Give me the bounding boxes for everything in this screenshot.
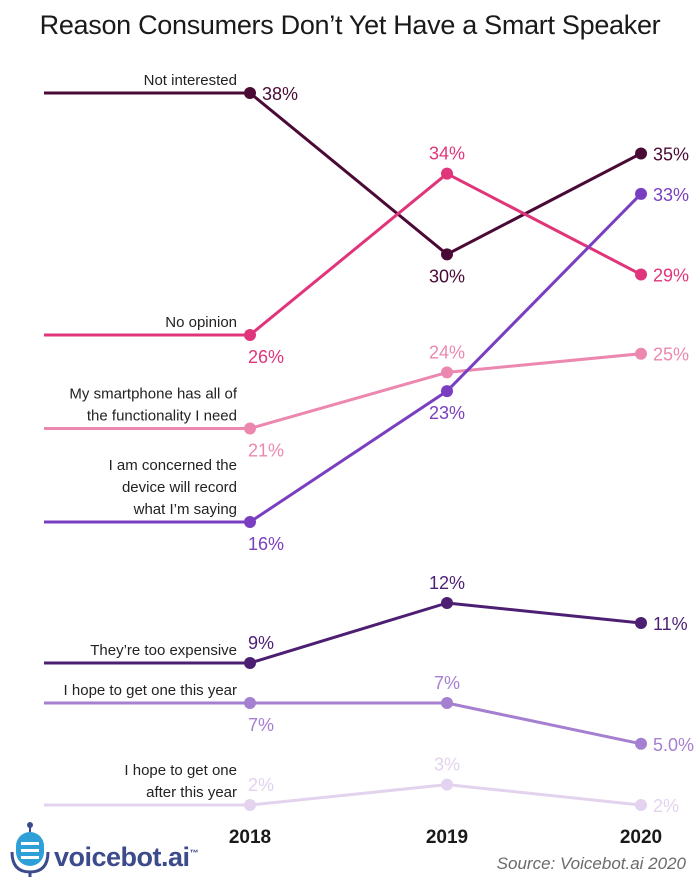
series-label: My smartphone has all of	[69, 386, 237, 403]
microphone-robot-icon	[10, 822, 50, 877]
data-point	[244, 87, 256, 99]
series-6: I hope to get one this year 7% 7% 5.0%	[44, 673, 694, 755]
data-point	[635, 617, 647, 629]
x-axis: 2018 2019 2020	[229, 827, 662, 848]
data-label: 25%	[653, 345, 689, 365]
brand-name: voicebot.ai™	[54, 842, 199, 873]
chart-title: Reason Consumers Don’t Yet Have a Smart …	[39, 10, 661, 40]
data-label: 29%	[653, 266, 689, 286]
brand-trademark: ™	[189, 848, 199, 858]
data-label: 21%	[248, 441, 284, 461]
series-label: I hope to get one this year	[64, 682, 237, 699]
data-label: 16%	[248, 534, 284, 554]
data-label: 2%	[653, 796, 679, 816]
series-line	[250, 701, 642, 746]
series-2: No opinion 26% 34% 29%	[44, 144, 689, 367]
data-point	[441, 385, 453, 398]
data-label: 38%	[262, 84, 298, 104]
data-point	[635, 147, 647, 160]
data-point	[441, 778, 453, 791]
data-point	[441, 697, 453, 709]
data-point	[635, 347, 647, 360]
data-label: 35%	[653, 145, 689, 165]
data-label: 7%	[248, 715, 274, 735]
data-point	[244, 657, 256, 669]
data-label: 9%	[248, 633, 274, 653]
data-point	[244, 799, 256, 811]
series-label: after this year	[146, 784, 237, 801]
data-point	[244, 516, 256, 528]
data-label: 7%	[434, 673, 460, 693]
data-label: 2%	[248, 775, 274, 795]
data-label: 5.0%	[653, 735, 694, 755]
data-label: 3%	[434, 755, 460, 775]
series-label: device will record	[122, 479, 237, 496]
series-label: I am concerned the	[109, 457, 237, 474]
data-label: 33%	[653, 185, 689, 205]
series-label: They’re too expensive	[90, 642, 237, 659]
data-point	[441, 248, 453, 261]
series-label: the functionality I need	[87, 408, 237, 425]
source-note: Source: Voicebot.ai 2020	[496, 854, 686, 873]
series-line	[249, 601, 642, 665]
data-point	[244, 697, 256, 709]
data-label: 11%	[653, 614, 688, 634]
data-label: 26%	[248, 347, 284, 367]
series-label: what I’m saying	[133, 501, 237, 518]
data-label: 34%	[429, 144, 465, 164]
series-label: Not interested	[144, 72, 237, 89]
data-label: 24%	[429, 342, 465, 362]
x-tick-label: 2018	[229, 827, 271, 848]
data-point	[635, 187, 647, 200]
data-point	[244, 422, 256, 435]
x-tick-label: 2020	[620, 827, 662, 848]
series-3: My smartphone has all of the functionalit…	[44, 342, 689, 461]
series-label: No opinion	[165, 314, 237, 331]
brand-name-text: voicebot.ai	[54, 842, 190, 872]
data-label: 12%	[429, 573, 465, 593]
data-point	[441, 597, 453, 609]
data-point	[635, 737, 647, 750]
series-1: Not interested 38% 30% 35%	[44, 72, 689, 286]
series-7: I hope to get one after this year 2% 3% 2%	[44, 755, 679, 816]
series-5: They’re too expensive 9% 12% 11%	[44, 573, 688, 669]
data-point	[635, 799, 647, 811]
data-point	[441, 167, 453, 180]
data-point	[244, 329, 256, 341]
data-label: 23%	[429, 403, 465, 423]
series-layer: Not interested 38% 30% 35% No opinion 26% 34% 2…	[44, 72, 694, 816]
data-point	[441, 366, 453, 379]
data-point	[635, 268, 647, 281]
series-label: I hope to get one	[124, 762, 237, 779]
data-label: 30%	[429, 266, 465, 286]
series-4: I am concerned the device will record what…	[44, 185, 689, 554]
x-tick-label: 2019	[426, 827, 468, 848]
voicebot-logo: voicebot.ai™	[8, 822, 228, 878]
